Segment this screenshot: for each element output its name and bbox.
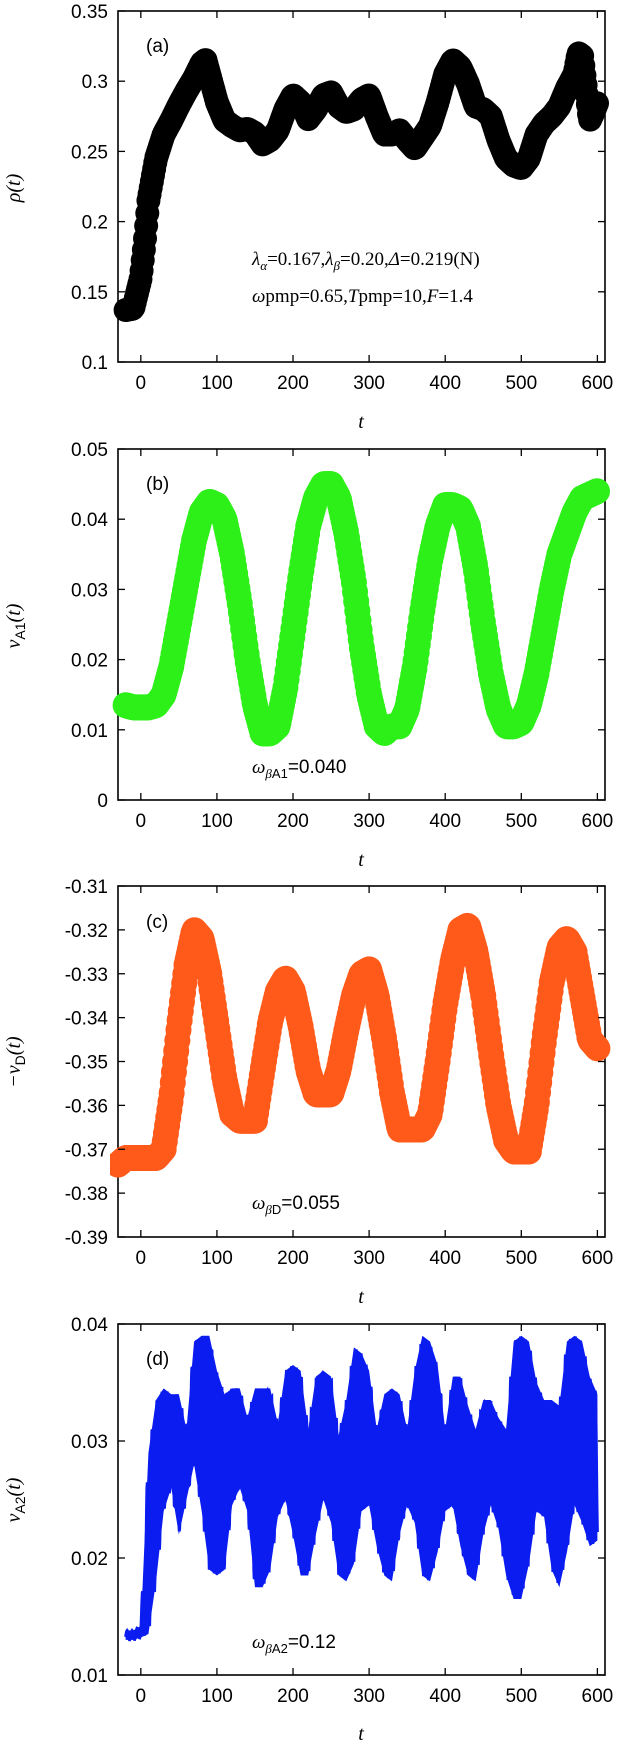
panel-a-x-tick-label: 300 [353,373,385,394]
panel-c-data-point [584,1035,611,1062]
panel-d-data [124,1335,599,1642]
panel-d-x-tick-label: 400 [429,1686,461,1707]
panel-c-x-tick-label: 500 [505,1248,537,1269]
panel-c: 0 100 200 300 400 500 600 -0.39 -0.38 -0.37 -0.36 -… [3,877,613,1308]
panel-a-x-tick-label: 0 [136,373,147,394]
panel-d-y-tick-label: 0.03 [71,1432,108,1453]
panel-a-param-line-2: ωpmp=0.65,Tpmp=10,F=1.4 [252,286,473,307]
panel-a-x-tick-label: 200 [277,373,309,394]
panel-b-frame [117,448,606,801]
panel-d-x-tick-label: 200 [277,1686,309,1707]
panel-d-y-tick-label: 0.04 [71,1315,108,1336]
panel-c-y-tick-label: -0.33 [65,965,108,986]
panel-a-data-point [585,91,610,116]
panel-c-frequency-annotation: ωβD=0.055 [252,1193,340,1217]
panel-b: 0 100 200 300 400 500 600 0 0.01 0.02 0.03 0.04 0.05… [3,440,613,871]
panel-d-frequency-annotation: ωβA2=0.12 [252,1632,336,1656]
panel-c-y-tick-label: -0.39 [65,1228,108,1249]
panel-c-x-tick-label: 0 [136,1248,147,1269]
panel-b-x-tick-label: 300 [353,811,385,832]
panel-b-y-tick-label: 0.01 [71,721,108,742]
panel-d-frame [117,1323,606,1676]
panel-a-param-line-1: λα=0.167,λβ=0.20,Δ=0.219(N) [251,249,480,273]
panel-d-x-tick-label: 500 [505,1686,537,1707]
panel-c-label: (c) [146,912,168,933]
panel-b-y-tick-label: 0.02 [71,651,108,672]
panel-b-data-point [584,478,611,505]
panel-c-y-tick-label: -0.36 [65,1096,108,1117]
panel-c-y-tick-label: -0.38 [65,1184,108,1205]
panel-b-x-axis-label: t [358,849,364,871]
panel-c-x-tick-label: 600 [582,1248,614,1269]
panel-a: 0 100 200 300 400 500 600 0.1 0.15 0.2 0.25 0.3 0.35… [3,2,613,433]
panel-a-y-tick-label: 0.35 [71,2,108,23]
panel-c-y-tick-label: -0.35 [65,1053,108,1074]
panel-c-ticks: 0 100 200 300 400 500 600 -0.39 -0.38 -0.37 -0.36 -… [65,877,614,1269]
panel-d-y-tick-label: 0.02 [71,1549,108,1570]
panel-c-data [110,912,611,1178]
panel-b-x-tick-label: 400 [429,811,461,832]
panel-c-y-tick-label: -0.34 [65,1009,109,1030]
panel-c-y-tick-label: -0.31 [65,877,108,898]
panel-b-x-tick-label: 500 [505,811,537,832]
panel-b-y-tick-label: 0 [97,791,108,812]
panel-c-y-axis-label: −νD(t) [3,1036,28,1088]
panel-a-frame [117,10,606,363]
panel-c-y-tick-label: -0.37 [65,1140,108,1161]
panel-a-data [113,41,610,323]
panel-a-y-axis-label: ρ(t) [3,173,25,203]
panel-c-x-tick-label: 400 [429,1248,461,1269]
panel-c-x-tick-label: 100 [201,1248,233,1269]
panel-a-x-tick-label: 400 [429,373,461,394]
panel-a-y-tick-label: 0.2 [82,213,108,234]
panel-d-x-tick-label: 0 [136,1686,147,1707]
panel-b-y-tick-label: 0.05 [71,440,108,461]
panel-a-label: (a) [146,36,169,57]
panel-c-y-tick-label: -0.32 [65,921,108,942]
panel-a-x-tick-label: 500 [505,373,537,394]
panel-d-ticks: 0 100 200 300 400 500 600 0.01 0.02 0.03 0.04 [71,1315,613,1707]
panel-b-data [112,471,611,747]
panel-a-y-tick-label: 0.3 [82,72,108,93]
panel-b-x-tick-label: 200 [277,811,309,832]
panel-b-ticks: 0 100 200 300 400 500 600 0 0.01 0.02 0.03 0.04 0.05 [71,440,613,832]
panel-a-ticks: 0 100 200 300 400 500 600 0.1 0.15 0.2 0.25 0.3 0.35 [71,2,613,394]
panel-b-y-tick-label: 0.03 [71,580,108,601]
panel-a-y-tick-label: 0.1 [82,353,108,374]
panel-a-x-tick-label: 100 [201,373,233,394]
panel-a-y-tick-label: 0.15 [71,283,108,304]
panel-c-x-axis-label: t [358,1286,364,1308]
panel-d-label: (d) [146,1349,169,1370]
panel-c-x-tick-label: 200 [277,1248,309,1269]
panel-a-x-axis-label: t [358,411,364,433]
panel-a-y-tick-label: 0.25 [71,142,108,163]
panel-a-x-tick-label: 600 [582,373,614,394]
panel-b-x-tick-label: 100 [201,811,233,832]
panel-b-x-tick-label: 600 [582,811,614,832]
panel-b-x-tick-label: 0 [136,811,147,832]
panel-c-x-tick-label: 300 [353,1248,385,1269]
panel-b-y-tick-label: 0.04 [71,510,108,531]
panel-d-y-tick-label: 0.01 [71,1666,108,1687]
panel-b-frequency-annotation: ωβA1=0.040 [252,757,346,781]
panel-d-x-tick-label: 100 [201,1686,233,1707]
panel-b-label: (b) [146,474,169,495]
panel-d-x-tick-label: 600 [582,1686,614,1707]
panel-d-x-tick-label: 300 [353,1686,385,1707]
panel-d-envelope [125,1335,598,1640]
panel-d-x-axis-label: t [358,1723,364,1745]
